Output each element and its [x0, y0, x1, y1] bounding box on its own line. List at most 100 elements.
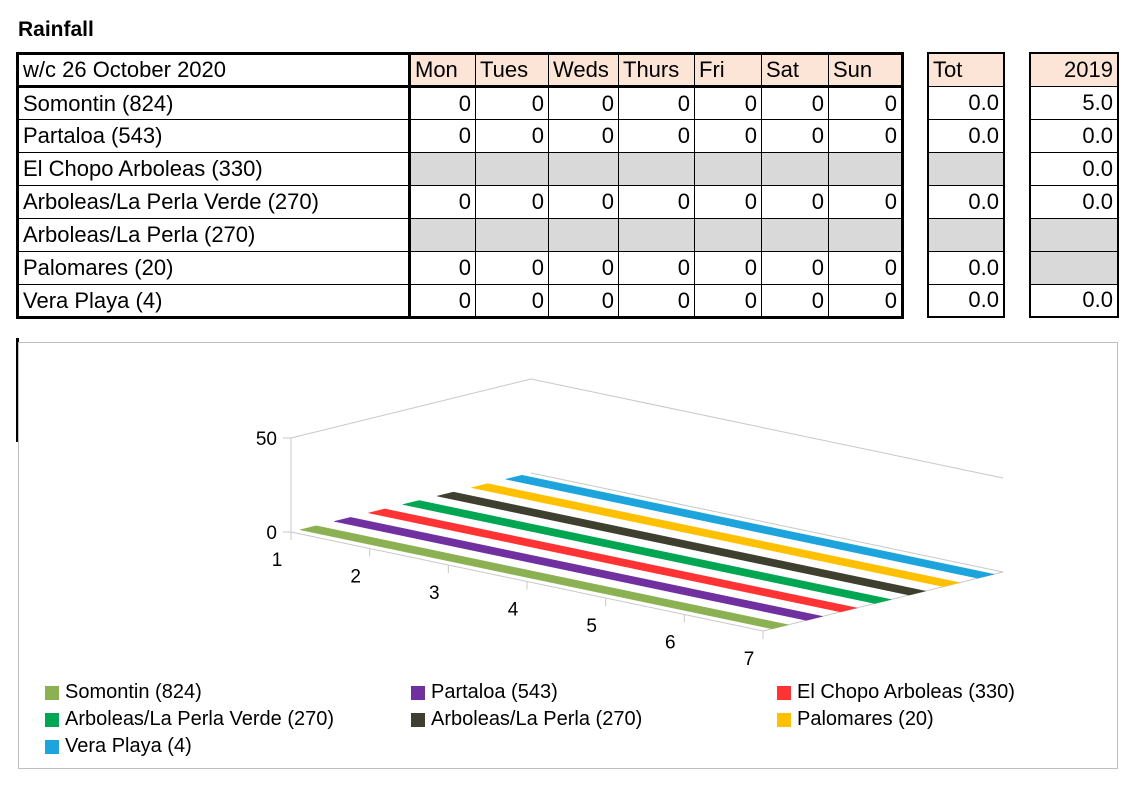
- rainfall-cell: 0: [761, 284, 829, 318]
- rainfall-cell: [694, 218, 762, 252]
- total-row: 0.0: [927, 184, 1005, 219]
- total-cell: 0.0: [927, 250, 1005, 285]
- series-ribbon: [402, 500, 892, 604]
- total-row: 0.0: [927, 118, 1005, 153]
- rainfall-cell: 0: [548, 251, 619, 285]
- series-ribbon: [437, 491, 926, 596]
- series-ribbon: [299, 525, 789, 630]
- station-name: Palomares (20): [17, 251, 411, 285]
- rainfall-cell: 0: [548, 284, 619, 318]
- x-tick-label: 1: [272, 550, 283, 571]
- rainfall-cell: 0: [828, 185, 903, 219]
- rainfall-cell: 0: [761, 119, 829, 153]
- legend-label: Arboleas/La Perla Verde (270): [65, 708, 335, 730]
- previous-year-row: [1029, 217, 1119, 252]
- previous-year-row: 0.0: [1029, 118, 1119, 153]
- rainfall-cell: 0: [409, 251, 476, 285]
- legend-item: El Chopo Arboleas (330): [777, 681, 1015, 704]
- rainfall-cell: [761, 152, 829, 186]
- rainfall-cell: 0: [828, 284, 903, 318]
- series-ribbon: [368, 508, 857, 613]
- table-row: Arboleas/La Perla (270): [17, 218, 903, 252]
- rainfall-cell: 0: [618, 251, 695, 285]
- total-row: [927, 151, 1005, 186]
- page-title: Rainfall: [18, 18, 94, 41]
- x-tick-label: 5: [586, 616, 597, 637]
- legend-label: Partaloa (543): [431, 681, 558, 703]
- previous-year-cell: [1029, 217, 1119, 252]
- legend-swatch: [777, 685, 791, 700]
- x-tick-label: 4: [508, 600, 519, 621]
- legend-label: Arboleas/La Perla (270): [431, 708, 643, 730]
- total-row: 0.0: [927, 283, 1005, 318]
- legend-swatch: [45, 712, 59, 727]
- rainfall-cell: 0: [618, 86, 695, 120]
- previous-year-cell: 0.0: [1029, 184, 1119, 219]
- rainfall-cell: 0: [828, 251, 903, 285]
- previous-year-row: [1029, 250, 1119, 285]
- day-header: Fri: [694, 53, 762, 88]
- table-row: El Chopo Arboleas (330): [17, 152, 903, 186]
- rainfall-cell: 0: [694, 119, 762, 153]
- rainfall-cell: 0: [828, 86, 903, 120]
- legend-label: Vera Playa (4): [65, 735, 192, 757]
- rainfall-cell: 0: [548, 86, 619, 120]
- previous-year-header-row: 2019: [1029, 52, 1119, 87]
- rainfall-cell: 0: [618, 119, 695, 153]
- rainfall-cell: 0: [694, 86, 762, 120]
- x-tick-label: 7: [744, 649, 755, 670]
- rainfall-cell: 0: [761, 86, 829, 120]
- chart-canvas: 0 50 1 2 3 4 5 6 7: [256, 378, 1004, 670]
- legend-swatch: [45, 685, 59, 700]
- series-ribbon: [505, 474, 995, 579]
- sheet-border-left: [16, 338, 19, 442]
- total-header-row: Tot: [927, 52, 1005, 87]
- x-tick-label: 3: [429, 583, 440, 604]
- total-row: 0.0: [927, 250, 1005, 285]
- rainfall-cell: [548, 218, 619, 252]
- legend-label: Palomares (20): [797, 708, 934, 730]
- rainfall-chart: 0 50 1 2 3 4 5 6 7 Somontin (824) Partaloa (543) E…: [18, 342, 1118, 769]
- legend-swatch: [777, 712, 791, 727]
- table-row: Vera Playa (4) 0 0 0 0 0 0 0: [17, 284, 903, 318]
- station-name: Arboleas/La Perla (270): [17, 218, 411, 252]
- previous-year-cell: 0.0: [1029, 283, 1119, 318]
- rainfall-cell: [475, 218, 549, 252]
- legend-item: Palomares (20): [777, 708, 934, 731]
- table-row: Arboleas/La Perla Verde (270) 0 0 0 0 0 0 0: [17, 185, 903, 219]
- week-label: w/c 26 October 2020: [17, 53, 411, 88]
- rainfall-cell: [828, 152, 903, 186]
- previous-year-row: 0.0: [1029, 283, 1119, 318]
- legend-item: Partaloa (543): [411, 681, 558, 704]
- previous-year-header: 2019: [1029, 52, 1119, 87]
- station-name: Somontin (824): [17, 86, 411, 120]
- day-header: Sun: [828, 53, 903, 88]
- legend-swatch: [411, 685, 425, 700]
- station-name: El Chopo Arboleas (330): [17, 152, 411, 186]
- y-tick-label: 50: [256, 429, 277, 450]
- previous-year-cell: [1029, 250, 1119, 285]
- rainfall-table: w/c 26 October 2020 Mon Tues Weds Thurs Fri Sa…: [16, 52, 904, 319]
- table-header-row: w/c 26 October 2020 Mon Tues Weds Thurs Fri Sa…: [17, 53, 903, 88]
- x-tick-label: 6: [665, 633, 676, 654]
- rainfall-cell: 0: [694, 284, 762, 318]
- y-tick-label: 0: [266, 523, 277, 544]
- previous-year-row: 0.0: [1029, 184, 1119, 219]
- rainfall-cell: [618, 152, 695, 186]
- rainfall-cell: [409, 152, 476, 186]
- rainfall-cell: [475, 152, 549, 186]
- previous-year-cell: 0.0: [1029, 151, 1119, 186]
- total-header: Tot: [927, 52, 1005, 87]
- rainfall-cell: 0: [475, 185, 549, 219]
- rainfall-cell: 0: [475, 284, 549, 318]
- total-column: Tot 0.0 0.0 0.0 0.0 0.0: [927, 52, 1005, 318]
- day-header: Thurs: [618, 53, 695, 88]
- rainfall-cell: 0: [761, 185, 829, 219]
- rainfall-cell: [694, 152, 762, 186]
- day-header: Tues: [475, 53, 549, 88]
- table-row: Somontin (824) 0 0 0 0 0 0 0: [17, 86, 903, 120]
- x-tick-label: 2: [350, 567, 361, 588]
- legend-item: Arboleas/La Perla (270): [411, 708, 642, 731]
- rainfall-cell: 0: [475, 251, 549, 285]
- legend-item: Vera Playa (4): [45, 735, 192, 758]
